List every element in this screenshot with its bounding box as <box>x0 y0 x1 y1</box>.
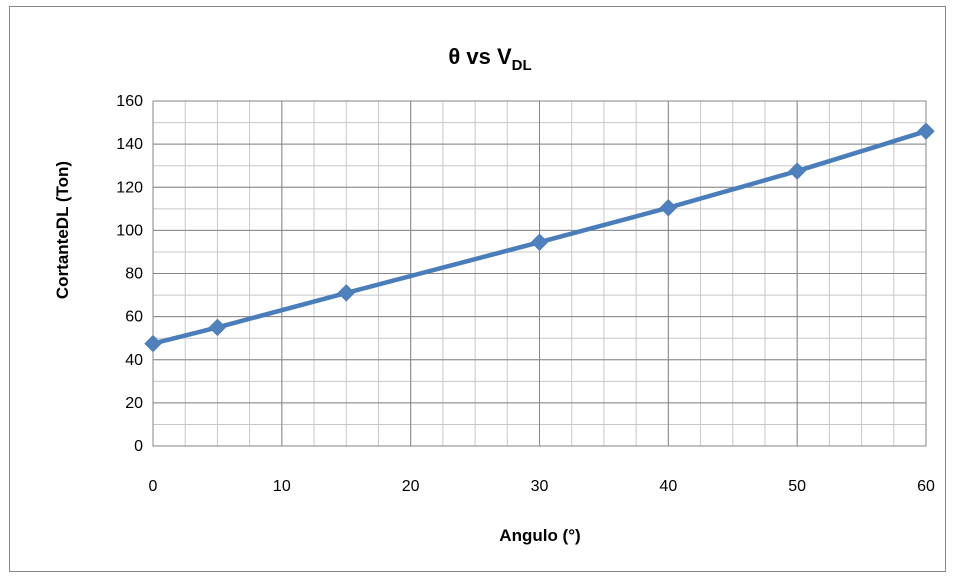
series-markers <box>144 122 935 353</box>
y-tick-label: 100 <box>116 222 143 239</box>
chart-frame <box>9 6 946 572</box>
major-gridlines <box>152 100 927 447</box>
chart-title: θ vs VDL <box>448 44 531 74</box>
chart-title-main: θ vs V <box>448 44 512 69</box>
data-point-marker <box>788 162 806 180</box>
y-tick-label: 20 <box>125 395 143 412</box>
x-axis-title: Angulo (°) <box>499 526 580 545</box>
x-tick-label: 20 <box>402 478 420 495</box>
x-tick-label: 40 <box>659 478 677 495</box>
y-axis-tick-labels: 0 20 40 60 80 100 120 140 160 <box>116 93 143 455</box>
data-point-marker <box>917 122 935 140</box>
data-point-marker <box>208 318 227 337</box>
chart-title-subscript: DL <box>512 57 532 74</box>
x-tick-label: 30 <box>531 478 549 495</box>
data-point-marker <box>530 233 549 251</box>
data-point-marker <box>144 334 162 353</box>
y-tick-label: 0 <box>134 438 143 455</box>
y-tick-label: 140 <box>116 136 143 153</box>
x-tick-label: 0 <box>149 478 158 495</box>
y-tick-label: 40 <box>125 352 143 369</box>
y-tick-label: 60 <box>125 309 143 326</box>
y-tick-label: 160 <box>116 93 143 110</box>
x-tick-label: 10 <box>273 478 291 495</box>
data-point-marker <box>337 284 355 302</box>
plot-area-border <box>152 100 927 447</box>
y-tick-label: 120 <box>116 179 143 196</box>
y-tick-label: 80 <box>125 266 143 283</box>
x-axis-tick-labels: 0 10 20 30 40 50 60 <box>149 478 935 495</box>
x-tick-label: 60 <box>917 478 935 495</box>
y-axis-title: CortanteDL (Ton) <box>53 161 72 299</box>
data-point-marker <box>659 199 678 217</box>
x-tick-label: 50 <box>788 478 806 495</box>
